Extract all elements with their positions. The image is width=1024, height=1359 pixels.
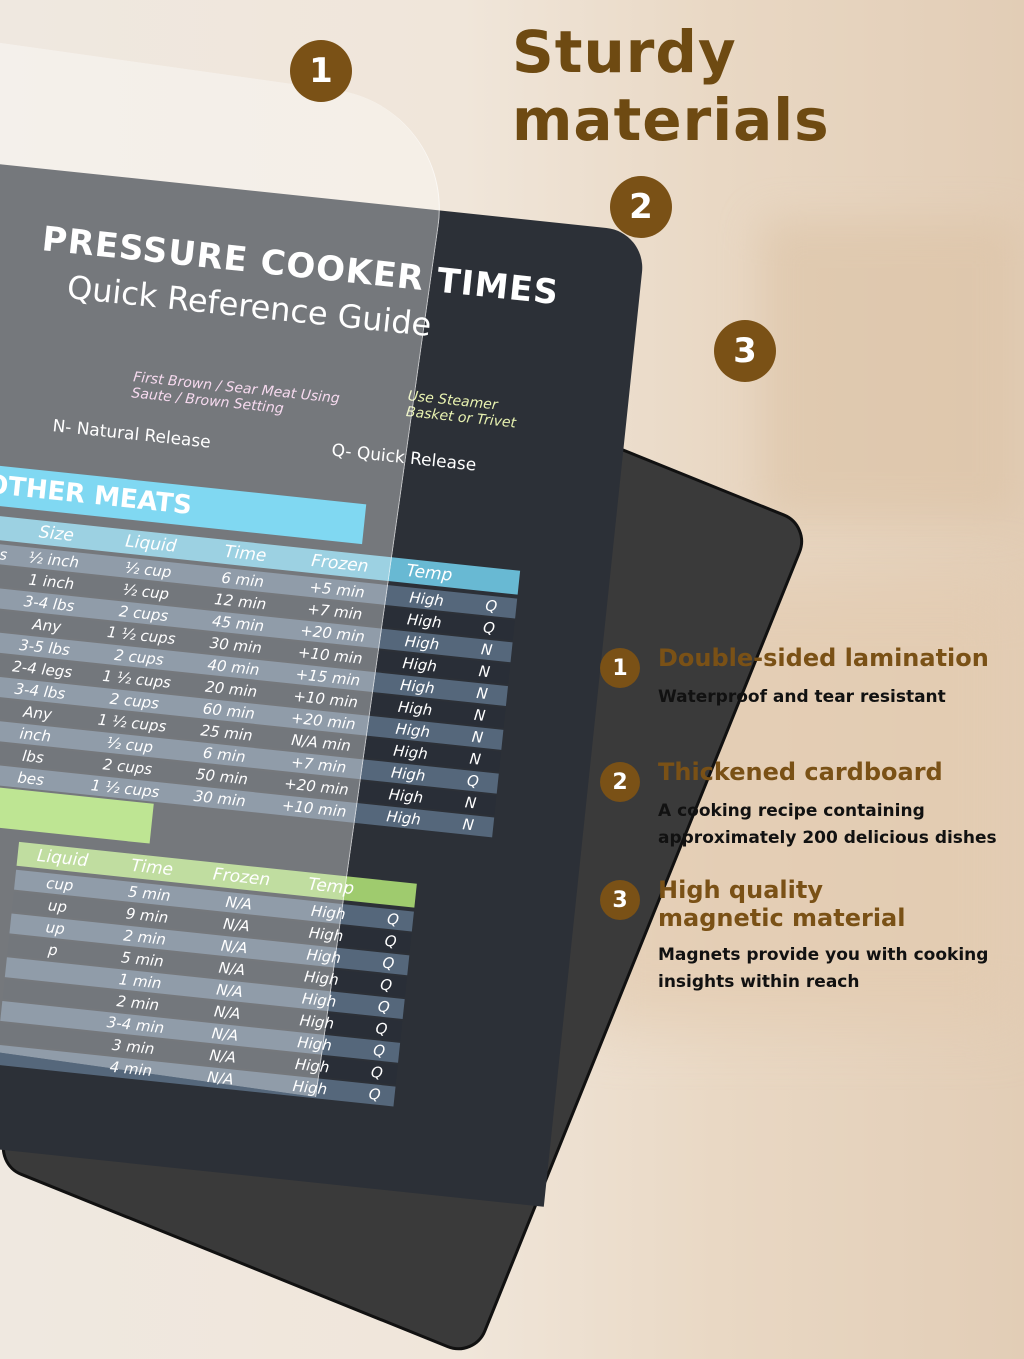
feature-desc: A cooking recipe containing approximatel… [658,801,997,848]
table-cell: Q [386,909,400,929]
table-cell: N [477,662,491,682]
table-cell: N [468,749,482,769]
background-blur [760,220,1020,520]
badge-2: 2 [610,176,672,238]
table-cell: Q [376,997,391,1017]
table-cell: Q [482,618,496,638]
table-cell: Q [379,975,393,995]
feature-number: 1 [600,648,640,688]
table-cell: Q [367,1084,382,1105]
col-header: Temp [405,560,454,586]
badge-3: 3 [714,320,776,382]
feature-number: 2 [600,762,640,802]
table-cell: Q [466,771,480,791]
table-cell: N [461,815,475,835]
table-cell: Q [381,953,396,973]
page-title: Sturdy materials [512,18,830,154]
table-cell: Q [370,1063,384,1083]
steamer-note: Use Steamer Basket or Trivet [405,388,517,432]
table-cell: Q [383,931,398,951]
table-cell: N [470,727,485,747]
table-cell: N [473,705,487,725]
table-cell: Q [372,1041,387,1061]
table-cell: Q [374,1019,389,1039]
feature-desc: Magnets provide you with cooking insight… [658,945,989,992]
feature-number: 3 [600,880,640,920]
table-cell: N [480,640,494,660]
feature-desc: Waterproof and tear resistant [658,687,946,707]
badge-1: 1 [290,40,352,102]
feature-title: Double-sided lamination [658,644,989,672]
feature-title: High quality magnetic material [658,876,906,932]
table-cell: Q [484,596,499,616]
table-cell: N [464,793,478,813]
feature-title: Thickened cardboard [658,758,943,786]
table-cell: N [475,683,489,704]
